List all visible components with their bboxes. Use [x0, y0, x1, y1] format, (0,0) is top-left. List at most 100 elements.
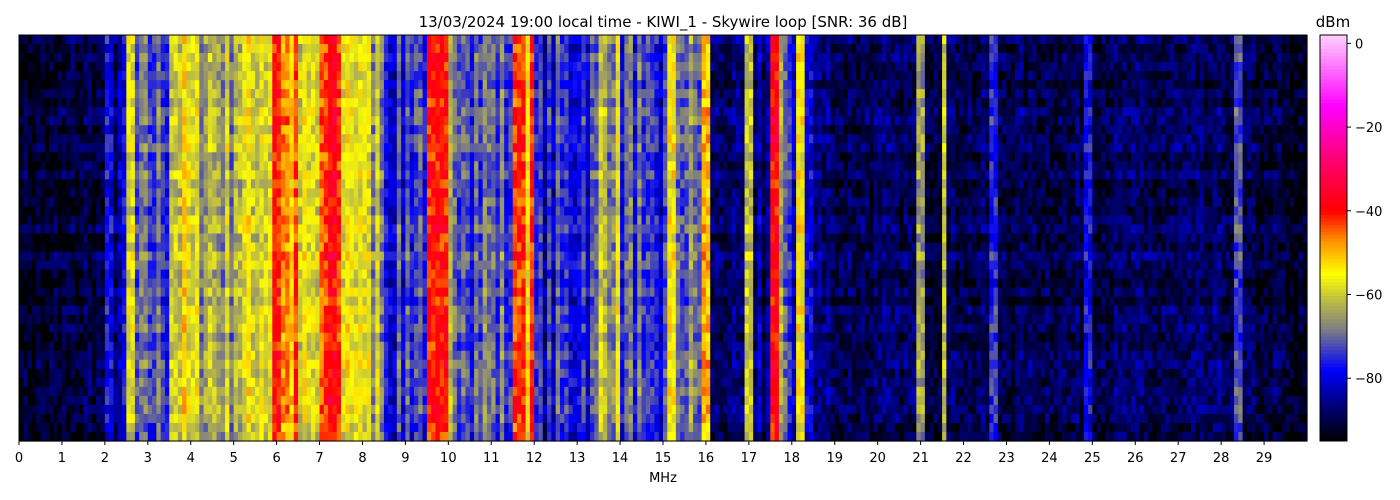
heatmap-cell [422, 314, 428, 325]
heatmap-cell [49, 395, 54, 406]
heatmap-cell [139, 314, 145, 325]
heatmap-cell [486, 62, 492, 72]
heatmap-cell [100, 134, 106, 144]
heatmap-cell [36, 251, 42, 262]
heatmap-cell [358, 170, 364, 180]
heatmap-cell [396, 269, 402, 280]
heatmap-cell [469, 314, 475, 325]
heatmap-cell [134, 170, 140, 180]
heatmap-cell [173, 341, 179, 352]
heatmap-cell [486, 287, 492, 298]
heatmap-cell [328, 98, 334, 108]
heatmap-cell [23, 125, 29, 135]
heatmap-cell [315, 395, 321, 406]
heatmap-cell [272, 251, 278, 262]
heatmap-cell [396, 179, 402, 189]
heatmap-cell [413, 251, 419, 262]
heatmap-cell [113, 107, 119, 117]
heatmap-cell [375, 242, 381, 253]
heatmap-cell [491, 350, 497, 361]
heatmap-cell [431, 80, 437, 90]
heatmap-cell [285, 125, 291, 135]
heatmap-cell [276, 35, 282, 45]
heatmap-cell [439, 206, 445, 217]
heatmap-cell [199, 53, 205, 63]
heatmap-cell [362, 197, 368, 208]
heatmap-cell [379, 314, 385, 325]
heatmap-cell [109, 134, 115, 144]
heatmap-cell [182, 179, 188, 189]
heatmap-cell [177, 431, 183, 442]
heatmap-cell [66, 260, 72, 271]
heatmap-cell [486, 71, 492, 81]
heatmap-cell [431, 107, 437, 117]
heatmap-cell [336, 197, 342, 208]
heatmap-cell [203, 206, 209, 217]
heatmap-cell [177, 377, 183, 388]
heatmap-cell [23, 287, 29, 298]
heatmap-cell [177, 107, 183, 117]
heatmap-cell [250, 80, 256, 90]
heatmap-cell [74, 98, 80, 108]
heatmap-cell [345, 404, 351, 415]
heatmap-cell [83, 215, 89, 226]
heatmap-cell [456, 386, 462, 397]
heatmap-cell [233, 251, 239, 262]
heatmap-cell [452, 206, 458, 217]
heatmap-cell [19, 89, 24, 99]
heatmap-cell [126, 188, 132, 198]
heatmap-cell [134, 323, 140, 334]
heatmap-cell [341, 350, 346, 361]
heatmap-cell [263, 179, 269, 189]
heatmap-cell [276, 188, 282, 198]
heatmap-cell [139, 431, 145, 442]
heatmap-cell [388, 116, 394, 126]
heatmap-cell [293, 287, 299, 298]
heatmap-cell [439, 71, 445, 81]
heatmap-cell [40, 431, 46, 442]
heatmap-cell [289, 413, 295, 424]
heatmap-cell [315, 377, 321, 388]
heatmap-cell [130, 44, 136, 54]
heatmap-cell [49, 188, 54, 198]
heatmap-cell [31, 215, 37, 226]
heatmap-cell [461, 179, 467, 189]
heatmap-cell [413, 422, 419, 433]
heatmap-cell [19, 296, 24, 307]
heatmap-cell [23, 359, 29, 370]
heatmap-cell [246, 314, 252, 325]
heatmap-cell [371, 386, 376, 397]
heatmap-cell [444, 413, 449, 424]
heatmap-cell [57, 422, 63, 433]
heatmap-cell [147, 269, 153, 280]
heatmap-cell [474, 161, 479, 171]
heatmap-cell [225, 161, 230, 171]
heatmap-cell [405, 116, 411, 126]
heatmap-cell [323, 323, 329, 334]
heatmap-cell [469, 242, 475, 253]
heatmap-cell [23, 107, 29, 117]
heatmap-cell [448, 278, 454, 289]
heatmap-cell [268, 359, 273, 370]
heatmap-cell [392, 314, 398, 325]
heatmap-cell [246, 431, 252, 442]
heatmap-cell [482, 278, 488, 289]
heatmap-cell [134, 350, 140, 361]
heatmap-cell [207, 224, 213, 235]
heatmap-cell [36, 215, 42, 226]
heatmap-cell [156, 422, 162, 433]
heatmap-cell [272, 35, 278, 45]
chart-title: 13/03/2024 19:00 local time - KIWI_1 - S… [419, 13, 908, 32]
heatmap-cell [469, 323, 475, 334]
heatmap-cell [53, 116, 59, 126]
heatmap-cell [212, 422, 218, 433]
heatmap-cell [96, 350, 102, 361]
heatmap-cell [302, 296, 308, 307]
heatmap-cell [259, 305, 265, 316]
heatmap-cell [341, 179, 346, 189]
heatmap-cell [233, 431, 239, 442]
heatmap-cell [486, 422, 492, 433]
heatmap-cell [319, 197, 325, 208]
heatmap-cell [190, 431, 196, 442]
heatmap-cell [100, 368, 106, 379]
